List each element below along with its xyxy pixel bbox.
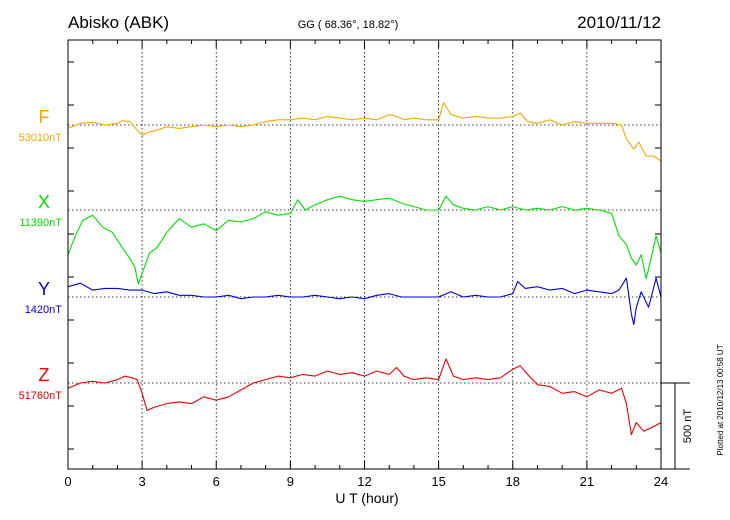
x-axis-label: U T (hour)	[335, 490, 398, 506]
x-tick-label: 24	[654, 474, 668, 489]
x-tick-label: 9	[287, 474, 294, 489]
grid-lines	[68, 40, 661, 469]
series-line-f	[67, 102, 662, 162]
series-baseline-f: 53010nT	[19, 132, 63, 144]
series-line-z	[67, 358, 662, 436]
series-name-x: X	[38, 192, 50, 212]
series-baseline-z: 51760nT	[19, 390, 63, 402]
station-title: Abisko (ABK)	[68, 13, 169, 32]
series-baseline-x: 11390nT	[19, 217, 62, 229]
series-name-f: F	[39, 107, 50, 127]
series-line-x	[67, 195, 662, 285]
date-label: 2010/11/12	[577, 13, 661, 32]
series-baseline-y: 1420nT	[25, 304, 63, 316]
x-tick-label: 0	[64, 474, 71, 489]
coordinates-label: GG ( 68.36°, 18.82°)	[298, 19, 399, 31]
x-tick-label: 18	[506, 474, 520, 489]
axis-ticks: 0 3 6 9 12 15 18 21 24	[64, 40, 668, 489]
x-tick-label: 3	[139, 474, 146, 489]
scale-bar-label: 500 nT	[682, 409, 694, 444]
series-name-z: Z	[39, 365, 50, 385]
scale-bar: 500 nT	[661, 382, 694, 470]
x-tick-label: 6	[213, 474, 220, 489]
x-tick-label: 21	[580, 474, 594, 489]
plotted-timestamp: Plotted at 2010/12/13 00:58 UT	[716, 344, 725, 455]
series-line-y	[67, 277, 662, 326]
series-layer	[67, 102, 662, 436]
series-name-y: Y	[38, 279, 50, 299]
series-labels: F 53010nT X 11390nT Y 1420nT Z 51760nT	[19, 107, 63, 402]
x-tick-label: 15	[431, 474, 445, 489]
x-tick-label: 12	[357, 474, 371, 489]
